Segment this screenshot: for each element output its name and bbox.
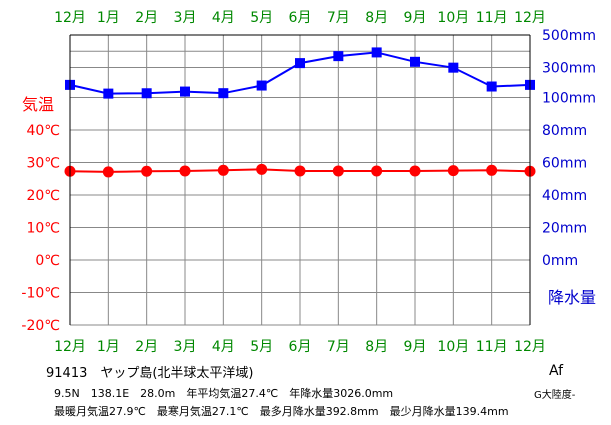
station-id-name: 91413 ヤップ島(北半球太平洋域)	[46, 366, 254, 381]
precip-tick-label: 40mm	[542, 188, 587, 204]
month-label-top: 7月	[327, 10, 350, 26]
temperature-point	[256, 163, 268, 175]
temperature-point	[141, 165, 153, 177]
precipitation-point	[333, 51, 344, 62]
month-label-top: 6月	[289, 10, 312, 26]
month-label-bottom: 9月	[404, 339, 427, 355]
station-summary-line-2: 最暖月気温27.9℃ 最寒月気温27.1℃ 最多月降水量392.8mm 最少月降…	[54, 405, 509, 418]
precip-tick-label: 500mm	[542, 28, 596, 44]
month-label-bottom: 3月	[174, 339, 197, 355]
precip-tick-label: 80mm	[542, 123, 587, 139]
precipitation-point	[103, 88, 114, 99]
precip-axis-title: 降水量	[548, 288, 596, 307]
month-label-bottom: 8月	[365, 339, 388, 355]
month-label-top: 10月	[437, 10, 469, 26]
precip-tick-label: 60mm	[542, 156, 587, 172]
temperature-series	[64, 163, 536, 178]
temp-tick-label: -20℃	[21, 318, 60, 334]
month-label-top: 12月	[514, 10, 546, 26]
temperature-point	[371, 165, 383, 177]
precip-tick-label: 20mm	[542, 221, 587, 237]
labels: 12月 12月 1月 1月 2月 2月 3月 3月 4月 4月 5月 5月 6月 6月 7月 7月 8月 8月 9月…	[21, 10, 596, 355]
temp-tick-label: 0℃	[35, 253, 60, 269]
month-label-top: 1月	[97, 10, 120, 26]
month-label-bottom: 5月	[250, 339, 273, 355]
precipitation-point	[218, 88, 229, 99]
month-label-top: 3月	[174, 10, 197, 26]
temperature-point	[217, 164, 229, 176]
month-label-bottom: 4月	[212, 339, 235, 355]
temp-axis-title: 気温	[22, 95, 54, 114]
month-label-bottom: 12月	[514, 339, 546, 355]
continentality: G大陸度-	[534, 390, 576, 401]
temperature-point	[486, 164, 498, 176]
month-label-top: 2月	[135, 10, 158, 26]
grid	[69, 34, 531, 326]
month-label-top: 11月	[476, 10, 508, 26]
precipitation-point	[180, 86, 190, 97]
axes	[69, 34, 531, 325]
precipitation-point	[141, 88, 152, 99]
month-label-top: 12月	[54, 10, 86, 26]
temp-tick-label: 40℃	[26, 123, 60, 139]
temperature-point	[102, 166, 114, 178]
precipitation-point	[448, 62, 459, 73]
precipitation-point	[486, 81, 497, 92]
precipitation-point	[256, 80, 267, 91]
precip-tick-label: 300mm	[542, 61, 596, 77]
climate-code: Af	[549, 363, 564, 379]
temperature-point	[409, 165, 421, 177]
month-label-top: 8月	[365, 10, 388, 26]
month-label-bottom: 2月	[135, 339, 158, 355]
month-label-top: 5月	[250, 10, 273, 26]
temperature-point	[294, 165, 306, 177]
station-summary-line-1: 9.5N 138.1E 28.0m 年平均気温27.4℃ 年降水量3026.0m…	[54, 387, 394, 400]
month-label-bottom: 1月	[97, 339, 120, 355]
month-label-bottom: 10月	[437, 339, 469, 355]
month-label-bottom: 11月	[476, 339, 508, 355]
month-label-top: 4月	[212, 10, 235, 26]
month-label-top: 9月	[404, 10, 427, 26]
temp-tick-label: 30℃	[26, 156, 60, 172]
month-label-bottom: 6月	[289, 339, 312, 355]
temp-tick-label: -10℃	[21, 286, 60, 302]
temp-tick-label: 20℃	[26, 188, 60, 204]
temperature-point	[332, 165, 344, 177]
month-label-bottom: 7月	[327, 339, 350, 355]
temperature-point	[447, 165, 459, 177]
precip-tick-label: 0mm	[542, 253, 578, 269]
precipitation-point	[371, 47, 382, 58]
month-label-bottom: 12月	[54, 339, 86, 355]
temperature-point	[179, 165, 191, 177]
precip-tick-label: 100mm	[542, 91, 596, 107]
temp-tick-label: 10℃	[26, 221, 60, 237]
precipitation-point	[295, 58, 305, 69]
precipitation-point	[410, 56, 420, 67]
